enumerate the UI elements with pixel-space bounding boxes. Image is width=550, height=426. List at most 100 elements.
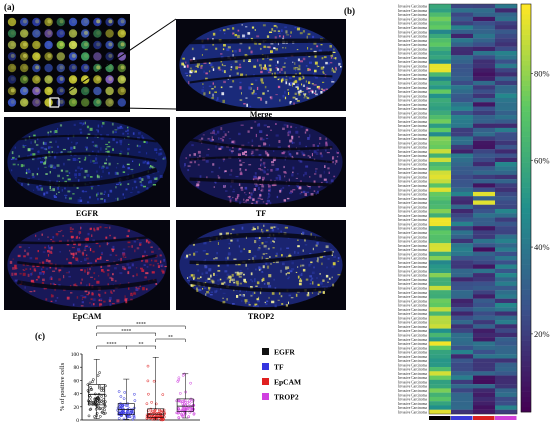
scatter-point xyxy=(188,408,191,412)
heatmap-cell xyxy=(429,311,452,316)
heatmap-row-label: Invasive Carcinoma xyxy=(398,201,427,205)
heatmap-cell xyxy=(473,157,496,163)
scatter-point xyxy=(96,395,100,399)
heatmap-cell xyxy=(495,50,518,56)
colorbar-segment xyxy=(521,345,531,352)
heatmap-cell xyxy=(495,405,518,410)
heatmap-cell xyxy=(495,328,518,333)
heatmap-cell xyxy=(473,21,496,26)
colorbar-segment xyxy=(521,391,531,397)
heatmap-cell xyxy=(473,409,496,415)
heatmap-cell xyxy=(429,409,452,415)
colorbar-segment xyxy=(521,386,531,392)
scatter-point xyxy=(101,401,105,404)
heatmap-row-label: Invasive Carcinoma xyxy=(398,64,427,68)
scatter-point xyxy=(97,400,101,404)
heatmap-cell xyxy=(495,324,518,329)
significance-bracket xyxy=(96,332,156,336)
scatter-point xyxy=(116,408,119,412)
heatmap-cell xyxy=(429,50,452,56)
heatmap-cell xyxy=(451,89,474,94)
heatmap-cell xyxy=(429,21,452,26)
scatter-point xyxy=(161,393,165,396)
colorbar-segment xyxy=(521,243,531,250)
colorbar-segment xyxy=(521,315,531,321)
heatmap-row-label: Invasive Carcinoma xyxy=(398,188,427,192)
heatmap-cell xyxy=(495,8,518,13)
heatmap-cell xyxy=(429,379,452,385)
heatmap-cell xyxy=(451,157,474,163)
heatmap-cell xyxy=(429,320,452,325)
scatter-point xyxy=(192,404,196,407)
heatmap-cell xyxy=(429,384,452,389)
heatmap-cell xyxy=(429,324,452,329)
heatmap-cell xyxy=(495,255,518,261)
heatmap-cell xyxy=(473,50,496,56)
heatmap-cell xyxy=(429,405,452,410)
heatmap-cell xyxy=(451,230,474,235)
heatmap-cell xyxy=(495,55,518,60)
heatmap-cell xyxy=(429,388,452,393)
trop2-caption: TROP2 xyxy=(247,312,275,321)
scatter-point xyxy=(91,380,94,384)
heatmap-cell xyxy=(451,209,474,214)
heatmap-cell xyxy=(473,68,496,73)
scatter-point xyxy=(152,379,156,383)
egfr-image xyxy=(4,117,170,207)
scatter-point xyxy=(103,405,107,408)
heatmap-cell xyxy=(429,200,452,205)
heatmap-cell xyxy=(495,294,518,299)
heatmap-cell xyxy=(429,183,452,188)
colorbar-segment xyxy=(521,9,531,15)
heatmap-cell xyxy=(451,162,474,167)
heatmap-cell xyxy=(495,234,518,240)
heatmap-row-label: Invasive Carcinoma xyxy=(398,244,427,248)
heatmap-cell xyxy=(473,59,496,64)
heatmap-cell xyxy=(451,290,474,295)
heatmap-cell xyxy=(429,174,452,180)
scatter-point xyxy=(150,400,153,404)
legend-swatch xyxy=(262,348,269,355)
heatmap-cell xyxy=(451,341,474,346)
heatmap-cell xyxy=(473,110,496,116)
heatmap-cell xyxy=(429,132,452,137)
heatmap-cell xyxy=(429,217,452,222)
heatmap-cell xyxy=(429,392,452,398)
colorbar-segment xyxy=(521,233,531,239)
heatmap-cell xyxy=(451,183,474,188)
heatmap-cell xyxy=(451,42,474,47)
heatmap-cell xyxy=(473,264,496,269)
heatmap-row-label: Invasive Carcinoma xyxy=(398,171,427,175)
heatmap-row-label: Invasive Carcinoma xyxy=(398,210,427,214)
colorbar-segment xyxy=(521,70,531,76)
heatmap-cell xyxy=(495,63,518,69)
heatmap-row-label: Invasive Carcinoma xyxy=(398,73,427,77)
scatter-point xyxy=(122,397,126,400)
heatmap-column-swatch xyxy=(451,416,473,420)
heatmap-cell xyxy=(429,33,452,39)
heatmap-cell xyxy=(451,226,474,231)
heatmap-cell xyxy=(451,337,474,342)
scatter-point xyxy=(88,408,92,412)
heatmap-row-label: Invasive Carcinoma xyxy=(398,103,427,107)
heatmap-cell xyxy=(429,8,452,13)
heatmap-row-label: Invasive Carcinoma xyxy=(398,265,427,269)
colorbar-segment xyxy=(521,259,531,265)
heatmap-chart: Invasive Carcinoma Invasive Carcinoma Inva… xyxy=(398,3,550,420)
heatmap-cell xyxy=(495,209,518,214)
colorbar-segment xyxy=(521,29,531,35)
heatmap-cell xyxy=(451,46,474,52)
scatter-point xyxy=(146,379,150,383)
heatmap-row-label: Invasive Carcinoma xyxy=(398,257,427,261)
heatmap-cell xyxy=(429,153,452,158)
y-tick-label: 0 xyxy=(76,418,79,424)
heatmap-cell xyxy=(473,8,496,13)
heatmap-cell xyxy=(451,307,474,312)
heatmap-row-label: Invasive Carcinoma xyxy=(398,389,427,393)
scatter-point xyxy=(91,378,95,381)
heatmap-cell xyxy=(429,273,452,278)
heatmap-cell xyxy=(473,119,496,124)
scatter-point xyxy=(96,374,100,377)
heatmap-cell xyxy=(429,93,452,99)
